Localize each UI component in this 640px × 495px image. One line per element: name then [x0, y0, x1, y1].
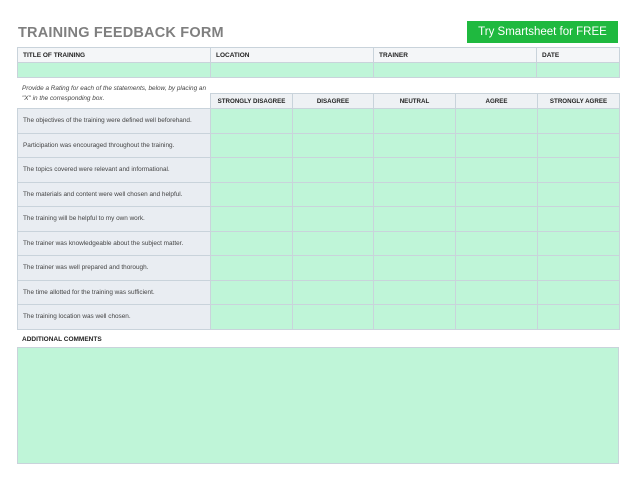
rating-row: Participation was encouraged throughout …: [17, 132, 620, 158]
strongly-disagree-cell[interactable]: [210, 181, 293, 207]
rating-row: The training will be helpful to my own w…: [17, 206, 620, 232]
trainer-field[interactable]: [373, 62, 537, 78]
strongly-disagree-cell[interactable]: [210, 132, 293, 158]
neutral-cell[interactable]: [373, 304, 456, 330]
rating-row: The time allotted for the training was s…: [17, 279, 620, 305]
agree-cell[interactable]: [455, 304, 538, 330]
title-of-training-header: TITLE OF TRAINING: [17, 47, 211, 63]
strongly-disagree-cell[interactable]: [210, 279, 293, 305]
neutral-cell[interactable]: [373, 279, 456, 305]
strongly-disagree-cell[interactable]: [210, 206, 293, 232]
rating-row: The trainer was well prepared and thorou…: [17, 255, 620, 281]
statement-label: The training location was well chosen.: [17, 304, 211, 330]
disagree-cell[interactable]: [292, 279, 374, 305]
disagree-header: DISAGREE: [292, 93, 374, 109]
strongly-disagree-cell[interactable]: [210, 108, 293, 134]
rating-instructions: Provide a Rating for each of the stateme…: [22, 85, 207, 102]
agree-cell[interactable]: [455, 108, 538, 134]
agree-cell[interactable]: [455, 255, 538, 281]
strongly-agree-header: STRONGLY AGREE: [537, 93, 620, 109]
disagree-cell[interactable]: [292, 255, 374, 281]
trainer-header: TRAINER: [373, 47, 537, 63]
location-field[interactable]: [210, 62, 374, 78]
form-title: TRAINING FEEDBACK FORM: [18, 25, 224, 41]
additional-comments-label: ADDITIONAL COMMENTS: [22, 336, 102, 343]
strongly-agree-cell[interactable]: [537, 181, 620, 207]
neutral-cell[interactable]: [373, 206, 456, 232]
strongly-agree-cell[interactable]: [537, 255, 620, 281]
neutral-header: NEUTRAL: [373, 93, 456, 109]
location-header: LOCATION: [210, 47, 374, 63]
agree-cell[interactable]: [455, 279, 538, 305]
strongly-disagree-cell[interactable]: [210, 304, 293, 330]
disagree-cell[interactable]: [292, 230, 374, 256]
strongly-disagree-header: STRONGLY DISAGREE: [210, 93, 293, 109]
agree-cell[interactable]: [455, 230, 538, 256]
date-header: DATE: [536, 47, 620, 63]
statement-label: Participation was encouraged throughout …: [17, 132, 211, 158]
agree-cell[interactable]: [455, 206, 538, 232]
agree-header: AGREE: [455, 93, 538, 109]
agree-cell[interactable]: [455, 181, 538, 207]
neutral-cell[interactable]: [373, 108, 456, 134]
strongly-agree-cell[interactable]: [537, 157, 620, 183]
disagree-cell[interactable]: [292, 108, 374, 134]
strongly-disagree-cell[interactable]: [210, 157, 293, 183]
strongly-agree-cell[interactable]: [537, 279, 620, 305]
agree-cell[interactable]: [455, 132, 538, 158]
statement-label: The materials and content were well chos…: [17, 181, 211, 207]
rating-row: The objectives of the training were defi…: [17, 108, 620, 134]
title-of-training-field[interactable]: [17, 62, 211, 78]
disagree-cell[interactable]: [292, 206, 374, 232]
strongly-agree-cell[interactable]: [537, 206, 620, 232]
neutral-cell[interactable]: [373, 132, 456, 158]
rating-row: The topics covered were relevant and inf…: [17, 157, 620, 183]
neutral-cell[interactable]: [373, 255, 456, 281]
agree-cell[interactable]: [455, 157, 538, 183]
try-smartsheet-button[interactable]: Try Smartsheet for FREE: [467, 21, 618, 43]
statement-label: The training will be helpful to my own w…: [17, 206, 211, 232]
disagree-cell[interactable]: [292, 132, 374, 158]
disagree-cell[interactable]: [292, 181, 374, 207]
statement-label: The topics covered were relevant and inf…: [17, 157, 211, 183]
neutral-cell[interactable]: [373, 157, 456, 183]
training-info-table: TITLE OF TRAINING LOCATION TRAINER DATE: [17, 47, 620, 78]
statement-label: The trainer was well prepared and thorou…: [17, 255, 211, 281]
strongly-disagree-cell[interactable]: [210, 230, 293, 256]
disagree-cell[interactable]: [292, 304, 374, 330]
statement-label: The objectives of the training were defi…: [17, 108, 211, 134]
statement-column-header: [18, 94, 211, 109]
rating-row: The trainer was knowledgeable about the …: [17, 230, 620, 256]
statement-label: The time allotted for the training was s…: [17, 279, 211, 305]
rating-row: The training location was well chosen.: [17, 304, 620, 330]
strongly-agree-cell[interactable]: [537, 304, 620, 330]
date-field[interactable]: [536, 62, 620, 78]
disagree-cell[interactable]: [292, 157, 374, 183]
neutral-cell[interactable]: [373, 181, 456, 207]
rating-row: The materials and content were well chos…: [17, 181, 620, 207]
strongly-disagree-cell[interactable]: [210, 255, 293, 281]
rating-table: STRONGLY DISAGREE DISAGREE NEUTRAL AGREE…: [17, 93, 620, 330]
neutral-cell[interactable]: [373, 230, 456, 256]
strongly-agree-cell[interactable]: [537, 132, 620, 158]
additional-comments-field[interactable]: [17, 347, 619, 464]
strongly-agree-cell[interactable]: [537, 108, 620, 134]
statement-label: The trainer was knowledgeable about the …: [17, 230, 211, 256]
strongly-agree-cell[interactable]: [537, 230, 620, 256]
